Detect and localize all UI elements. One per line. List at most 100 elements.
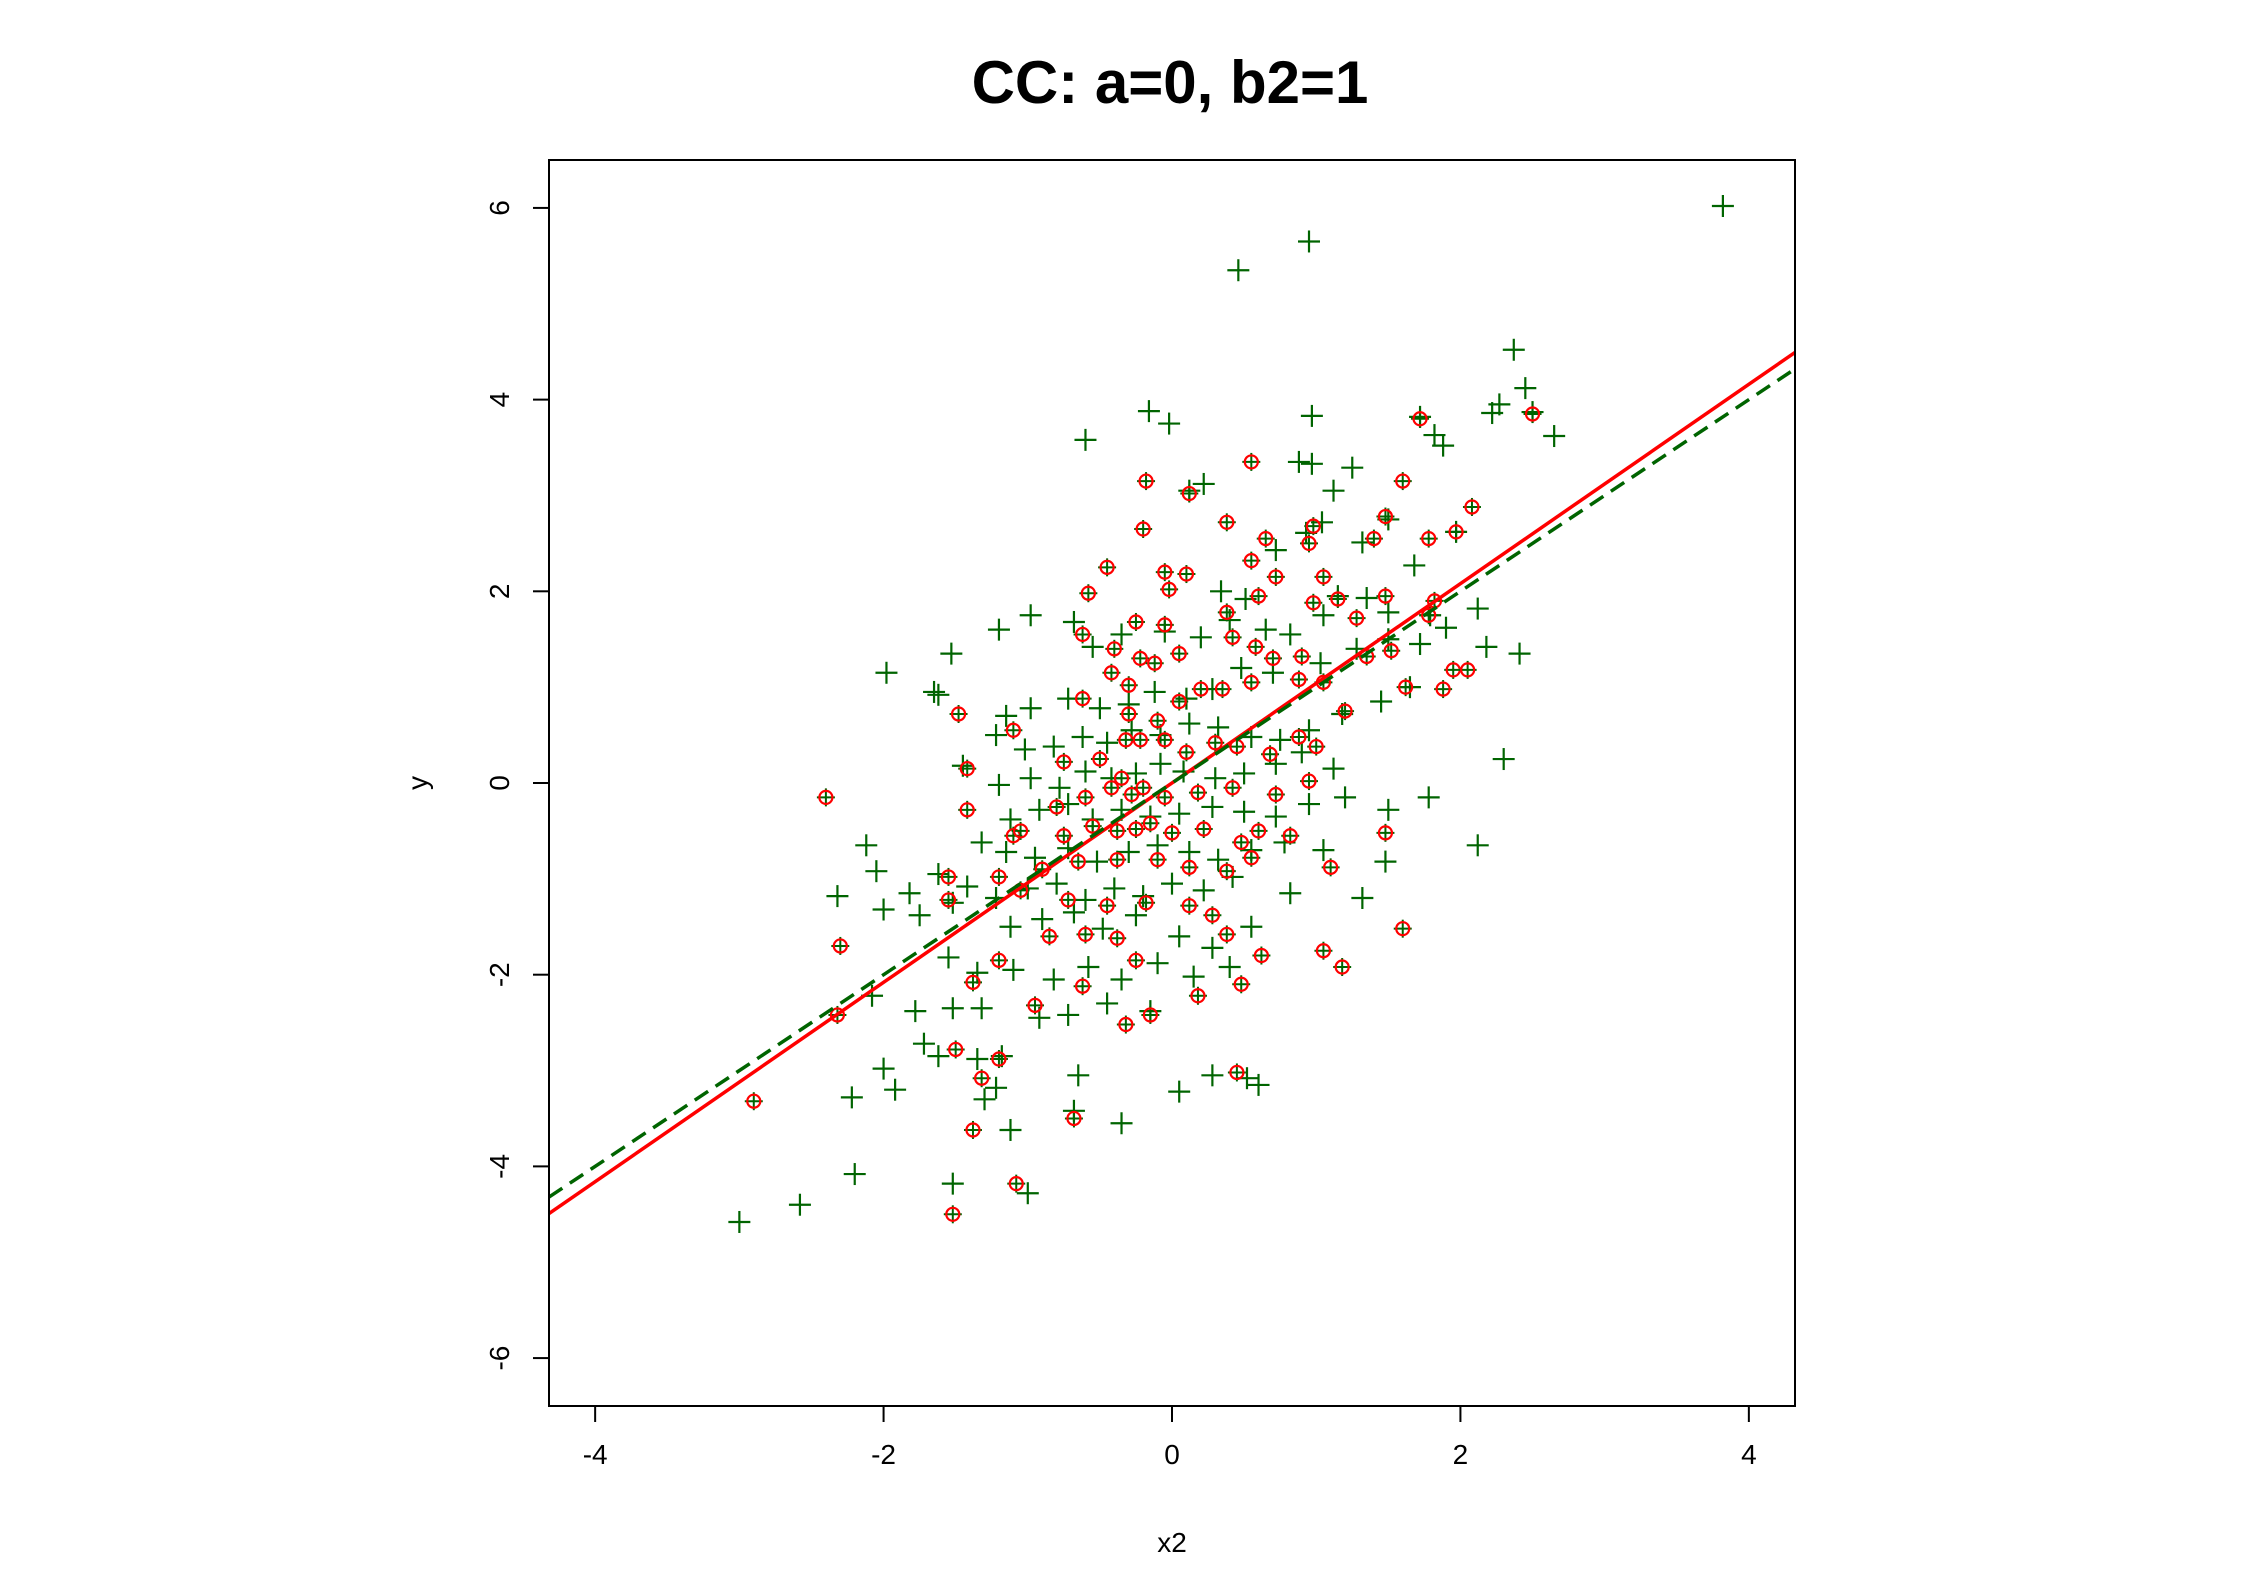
point-plus (927, 1045, 950, 1068)
point-plus (1002, 958, 1025, 981)
point-plus-circle (1119, 704, 1138, 723)
point-plus-circle (816, 788, 835, 807)
point-plus (1146, 952, 1169, 975)
point-plus-circle (1148, 711, 1167, 730)
point-plus-circle (1054, 752, 1073, 771)
point-plus-circle (1411, 409, 1430, 428)
point-plus (1514, 377, 1537, 400)
point-plus (987, 773, 1010, 796)
point-plus-circle (1170, 644, 1189, 663)
point-plus-circle (1131, 730, 1150, 749)
point-plus-circle (1376, 587, 1395, 606)
point-plus (1334, 786, 1357, 809)
point-plus-circle (1396, 678, 1415, 697)
point-plus-circle (1102, 778, 1121, 797)
point-plus (1309, 652, 1332, 675)
point-plus-circle (1217, 925, 1236, 944)
point-plus-circle (1134, 778, 1153, 797)
marks-layer (728, 195, 1734, 1233)
point-plus (1117, 841, 1140, 864)
point-plus (1322, 479, 1345, 502)
point-plus-circle (1004, 721, 1023, 740)
point-plus-circle (1227, 1063, 1246, 1082)
point-plus (1192, 879, 1215, 902)
point-plus (1149, 752, 1172, 775)
point-plus-circle (1145, 654, 1164, 673)
point-plus (1508, 642, 1531, 665)
point-plus (1201, 936, 1224, 959)
point-plus-circle (1155, 730, 1174, 749)
point-plus (1201, 1064, 1224, 1087)
point-plus-circle (1180, 484, 1199, 503)
point-plus-circle (1108, 821, 1127, 840)
point-plus-circle (1122, 785, 1141, 804)
point-plus-circle (1333, 958, 1352, 977)
point-plus (1355, 587, 1378, 610)
axes: -4 -2 0 2 4 -6 -4 -2 0 2 4 6 (484, 200, 1757, 1470)
point-plus-circle (1073, 689, 1092, 708)
x-tick-label: 4 (1741, 1439, 1757, 1470)
point-plus-circle (1141, 1005, 1160, 1024)
point-plus-circle (1131, 649, 1150, 668)
point-plus-circle (1040, 927, 1059, 946)
point-plus (1279, 882, 1302, 905)
point-plus (1423, 424, 1446, 447)
point-plus-circle (943, 1205, 962, 1224)
point-plus-circle (1458, 660, 1477, 679)
point-plus (1233, 800, 1256, 823)
point-plus-circle (1242, 452, 1261, 471)
point-plus-circle (1223, 778, 1242, 797)
point-plus-circle (1213, 680, 1232, 699)
point-plus (1028, 798, 1051, 821)
point-plus-circle (1076, 925, 1095, 944)
point-plus-circle (1177, 565, 1196, 584)
point-plus (904, 1000, 927, 1023)
point-plus (1016, 1182, 1039, 1205)
point-plus-circle (939, 867, 958, 886)
point-plus (1290, 741, 1313, 764)
point-plus (995, 841, 1018, 864)
point-plus-circle (1126, 951, 1145, 970)
point-plus (875, 661, 898, 684)
point-plus (966, 961, 989, 984)
point-plus (884, 1078, 907, 1101)
point-plus (1233, 762, 1256, 785)
point-plus-circle (1304, 517, 1323, 536)
point-plus-circle (1188, 783, 1207, 802)
point-plus (1341, 456, 1364, 479)
point-plus (1074, 760, 1097, 783)
point-plus (927, 863, 950, 886)
point-plus-circle (1090, 750, 1109, 769)
point-plus-circle (949, 704, 968, 723)
point-plus-circle (958, 759, 977, 778)
y-tick-label: 4 (484, 392, 515, 408)
point-plus-circle (963, 973, 982, 992)
point-plus (1351, 887, 1374, 910)
point-plus (1019, 604, 1042, 627)
point-plus-circle (1393, 472, 1412, 491)
point-plus-circle (972, 1069, 991, 1088)
point-plus-circle (1307, 737, 1326, 756)
point-plus-circle (1194, 820, 1213, 839)
point-plus (1143, 680, 1166, 703)
point-plus (1074, 888, 1097, 911)
point-plus-circle (1119, 676, 1138, 695)
point-plus-circle (1261, 745, 1280, 764)
point-plus (1403, 554, 1426, 577)
x-axis-label: x2 (1157, 1527, 1187, 1558)
point-plus (1096, 992, 1119, 1015)
fit-lines (548, 350, 1796, 1216)
point-plus (1031, 908, 1054, 931)
point-plus (1230, 656, 1253, 679)
point-plus (973, 1088, 996, 1111)
point-plus (927, 683, 950, 706)
point-plus (1204, 767, 1227, 790)
fit-line-dashed (548, 367, 1796, 1199)
point-plus (1269, 728, 1292, 751)
point-plus (1377, 508, 1400, 531)
point-plus-circle (1141, 814, 1160, 833)
point-plus (941, 1172, 964, 1195)
point-plus (1210, 580, 1233, 603)
point-plus-circle (1419, 606, 1438, 625)
